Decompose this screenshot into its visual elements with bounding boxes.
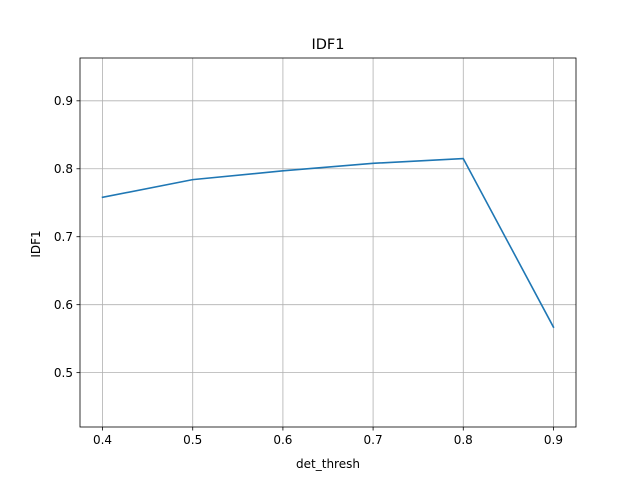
x-tick-label: 0.5	[183, 433, 202, 447]
x-tick-label: 0.6	[273, 433, 292, 447]
series-lines	[101, 157, 555, 329]
x-axis-label: det_thresh	[296, 457, 360, 471]
chart-title: IDF1	[311, 37, 344, 53]
y-tick-label: 0.6	[54, 298, 73, 312]
y-tick-label: 0.5	[54, 366, 73, 380]
grid-lines	[80, 58, 576, 427]
series-line	[101, 157, 555, 329]
x-tick-label: 0.9	[544, 433, 563, 447]
y-tick-label: 0.9	[54, 94, 73, 108]
x-tick-label: 0.4	[93, 433, 112, 447]
axis-ticks: 0.4 0.5 0.6 0.7 0.8 0.9 0.5 0.6 0.7 0.8 0.9	[54, 94, 563, 447]
x-tick-label: 0.7	[364, 433, 383, 447]
y-tick-label: 0.7	[54, 230, 73, 244]
y-axis-label: IDF1	[29, 230, 43, 257]
y-tick-label: 0.8	[54, 162, 73, 176]
plot-frame	[79, 57, 577, 428]
x-tick-label: 0.8	[454, 433, 473, 447]
